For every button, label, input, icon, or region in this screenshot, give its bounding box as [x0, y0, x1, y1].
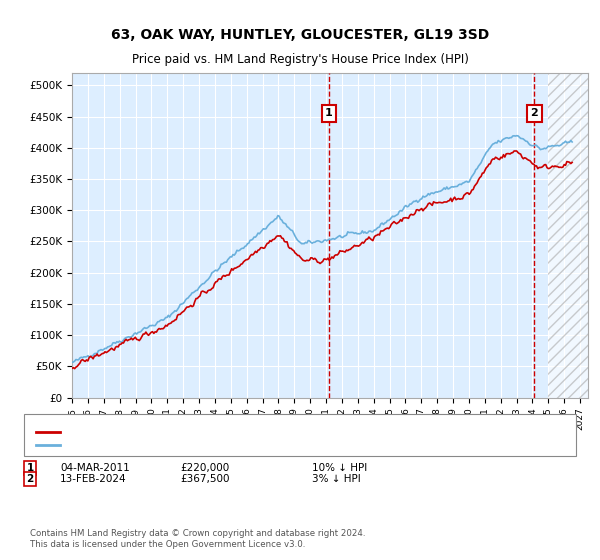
Text: £220,000: £220,000	[180, 463, 229, 473]
Text: HPI: Average price, detached house, Forest of Dean: HPI: Average price, detached house, Fore…	[63, 440, 332, 450]
Text: 1: 1	[26, 463, 34, 473]
Text: 1: 1	[325, 109, 332, 118]
Text: 63, OAK WAY, HUNTLEY, GLOUCESTER, GL19 3SD (detached house): 63, OAK WAY, HUNTLEY, GLOUCESTER, GL19 3…	[63, 427, 414, 437]
Bar	[548, 73, 588, 398]
Text: 2: 2	[26, 474, 34, 484]
Text: 10% ↓ HPI: 10% ↓ HPI	[312, 463, 367, 473]
Text: 04-MAR-2011: 04-MAR-2011	[60, 463, 130, 473]
Text: 2: 2	[530, 109, 538, 118]
Text: 13-FEB-2024: 13-FEB-2024	[60, 474, 127, 484]
Text: Price paid vs. HM Land Registry's House Price Index (HPI): Price paid vs. HM Land Registry's House …	[131, 53, 469, 66]
Bar	[548, 73, 588, 398]
Text: 63, OAK WAY, HUNTLEY, GLOUCESTER, GL19 3SD: 63, OAK WAY, HUNTLEY, GLOUCESTER, GL19 3…	[111, 28, 489, 42]
Text: Contains HM Land Registry data © Crown copyright and database right 2024.
This d: Contains HM Land Registry data © Crown c…	[30, 529, 365, 549]
Text: £367,500: £367,500	[180, 474, 229, 484]
Text: 3% ↓ HPI: 3% ↓ HPI	[312, 474, 361, 484]
